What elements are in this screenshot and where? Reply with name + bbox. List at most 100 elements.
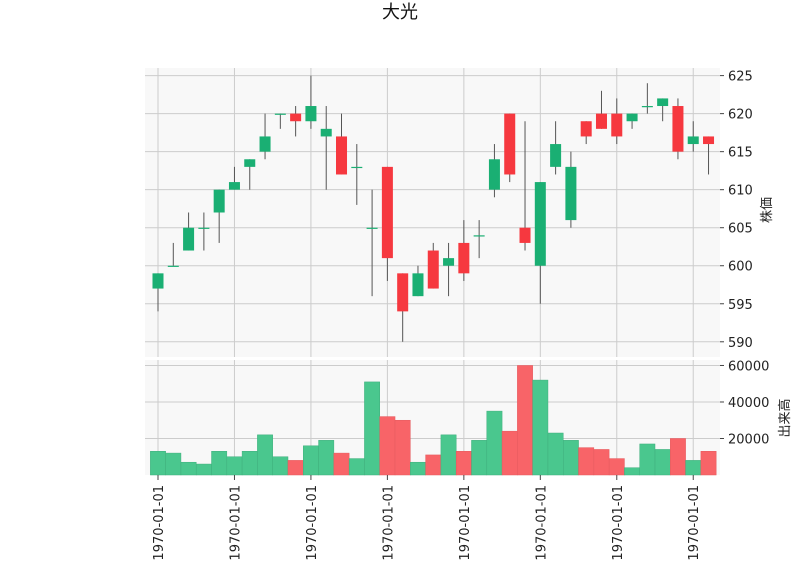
candle-body	[473, 235, 485, 237]
candle-body	[519, 227, 531, 243]
volume-bar	[165, 452, 182, 476]
volume-tick-label: 20000	[728, 432, 769, 447]
volume-bar	[425, 454, 442, 476]
volume-bar	[700, 451, 717, 476]
candle-body	[657, 98, 669, 107]
candle-body	[626, 113, 638, 122]
x-tick-label: 1970-01-01	[534, 485, 549, 561]
volume-bar	[195, 463, 212, 476]
candle-body	[703, 136, 715, 145]
price-axis-label: 株価	[760, 197, 775, 223]
volume-bar	[440, 434, 457, 476]
volume-bar	[455, 451, 472, 476]
candle-body	[488, 159, 500, 190]
price-tick-label: 590	[728, 336, 753, 351]
x-tick-label: 1970-01-01	[458, 485, 473, 561]
candle-body	[412, 273, 424, 297]
volume-bar	[257, 434, 273, 476]
candle-body	[336, 136, 348, 175]
volume-bar	[547, 432, 564, 476]
volume-bar	[517, 365, 533, 476]
volume-bar	[287, 460, 304, 476]
candle-body	[595, 113, 607, 129]
candle-body	[228, 182, 240, 190]
candle-body	[580, 121, 592, 137]
volume-bar	[211, 451, 228, 476]
volume-tick-label: 40000	[728, 396, 769, 411]
volume-bar	[639, 443, 656, 476]
candle-body	[504, 113, 516, 175]
volume-bar	[364, 381, 380, 476]
candle-body	[213, 189, 225, 213]
candle-body	[550, 144, 562, 167]
volume-bar	[410, 461, 426, 476]
candle-body	[534, 182, 546, 266]
volume-tick-label: 60000	[728, 359, 769, 374]
volume-bar	[394, 419, 411, 476]
candle-body	[672, 106, 684, 152]
candle-body	[565, 166, 577, 221]
candle-body	[641, 106, 653, 108]
volume-bar	[318, 440, 335, 476]
x-tick-label: 1970-01-01	[305, 485, 320, 561]
price-panel: 590 595 600 605 610 615 620 625	[145, 68, 753, 357]
volume-bar	[348, 458, 365, 476]
candle-body	[443, 258, 455, 266]
price-tick-label: 625	[728, 70, 753, 85]
x-tick-label: 1970-01-01	[152, 485, 167, 561]
price-tick-label: 620	[728, 108, 753, 123]
volume-axis-label: 出来高	[777, 398, 793, 437]
price-tick-label: 595	[728, 298, 753, 313]
candle-body	[687, 136, 699, 145]
volume-bar	[670, 438, 686, 476]
volume-bar	[486, 410, 503, 476]
candle-body	[198, 227, 210, 229]
volume-bar	[379, 416, 396, 476]
volume-bar	[532, 379, 549, 476]
volume-bar	[563, 440, 579, 476]
candle-body	[351, 166, 363, 169]
candle-body	[244, 159, 256, 167]
volume-bar	[471, 440, 488, 476]
volume-bar	[624, 467, 640, 476]
volume-panel: 20000 40000 60000	[145, 359, 769, 476]
volume-bar	[593, 449, 610, 476]
candle-body	[397, 273, 409, 312]
volume-bar	[241, 451, 258, 476]
price-tick-label: 610	[728, 184, 753, 199]
candle-body	[183, 227, 195, 251]
volume-bar	[303, 445, 319, 476]
chart-title: 大光	[382, 2, 418, 23]
volume-bar	[226, 456, 243, 476]
price-tick-label: 605	[728, 222, 753, 237]
price-panel-background	[145, 68, 720, 357]
volume-bar	[180, 461, 197, 476]
candle-body	[259, 136, 271, 152]
candle-body	[458, 242, 470, 274]
x-axis: 1970-01-01 1970-01-01 1970-01-01 1970-01-01…	[152, 475, 702, 561]
volume-bar	[608, 458, 625, 476]
volume-bar	[654, 449, 671, 476]
candle-body	[366, 227, 378, 229]
volume-bar	[685, 460, 702, 476]
price-tick-label: 615	[728, 146, 753, 161]
volume-bar	[150, 451, 166, 476]
volume-bar	[501, 430, 518, 476]
candle-body	[152, 273, 164, 289]
candle-body	[274, 113, 286, 115]
x-tick-label: 1970-01-01	[381, 485, 396, 561]
candle-body	[611, 113, 623, 137]
candle-body	[381, 166, 393, 259]
volume-bar	[578, 447, 595, 476]
candle-body	[290, 113, 302, 122]
candle-body	[305, 106, 317, 122]
candle-body	[320, 128, 332, 137]
volume-bar	[272, 456, 289, 476]
candle-body	[427, 250, 439, 289]
volume-bar	[333, 452, 350, 476]
candle-body	[167, 265, 179, 267]
x-tick-label: 1970-01-01	[687, 485, 702, 561]
x-tick-label: 1970-01-01	[611, 485, 626, 561]
x-tick-label: 1970-01-01	[228, 485, 243, 561]
